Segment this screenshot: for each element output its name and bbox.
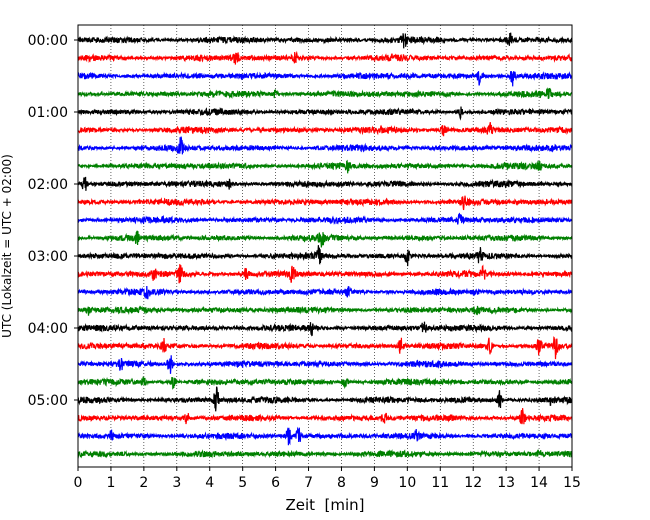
x-tick-label: 13 [497,475,515,491]
trace-row-0500 [77,386,573,412]
x-tick-label: 7 [304,475,313,491]
x-tick-label: 11 [431,475,449,491]
trace-row-0000 [77,32,573,49]
x-tick-label: 3 [172,475,181,491]
trace-row-0145 [77,159,573,174]
x-axis: 0 1 2 3 4 5 6 7 8 9 10 11 12 13 14 15 [74,467,581,491]
x-axis-label: Zeit [min] [285,496,364,514]
trace-row-0100 [77,106,573,121]
trace-row-0330 [77,285,573,300]
y-axis-label: UTC (Lokalzeit = UTC + 02:00) [0,154,14,338]
trace-row-0300 [77,245,573,267]
trace-row-0115 [77,121,573,137]
trace-row-0400 [77,321,573,337]
x-tick-label: 10 [398,475,416,491]
y-tick-label: 04:00 [28,321,68,337]
y-tick-label: 03:00 [28,249,68,265]
y-tick-label: 02:00 [28,177,68,193]
x-tick-label: 6 [271,475,280,491]
x-tick-label: 15 [563,475,581,491]
trace-row-0430 [77,355,573,374]
x-tick-label: 14 [530,475,548,491]
plot-frame [77,24,573,468]
x-tick-label: 8 [337,475,346,491]
y-tick-label: 00:00 [28,33,68,49]
trace-row-0545 [77,449,573,459]
x-tick-label: 4 [205,475,214,491]
trace-row-0315 [77,264,573,284]
x-tick-label: 2 [139,475,148,491]
x-tick-label: 12 [464,475,482,491]
trace-row-0230 [77,212,573,226]
y-tick-label: 05:00 [28,393,68,409]
trace-row-0030 [77,71,573,87]
x-tick-label: 5 [238,475,247,491]
trace-row-0130 [77,136,573,155]
trace-row-0215 [77,195,573,211]
x-tick-label: 9 [370,475,379,491]
y-axis: 00:00 01:00 02:00 03:00 04:00 05:00 [28,33,78,409]
trace-row-0445 [77,376,573,390]
trace-row-0530 [77,426,573,446]
y-tick-label: 01:00 [28,105,68,121]
trace-row-0345 [77,305,573,316]
seismic-traces [77,32,573,459]
trace-row-0045 [77,87,573,99]
trace-row-0015 [77,50,573,65]
x-tick-label: 1 [106,475,115,491]
x-tick-label: 0 [74,475,83,491]
trace-row-0245 [77,230,573,248]
trace-row-0200 [77,176,573,191]
trace-row-0515 [77,408,573,425]
trace-row-0415 [77,336,573,360]
